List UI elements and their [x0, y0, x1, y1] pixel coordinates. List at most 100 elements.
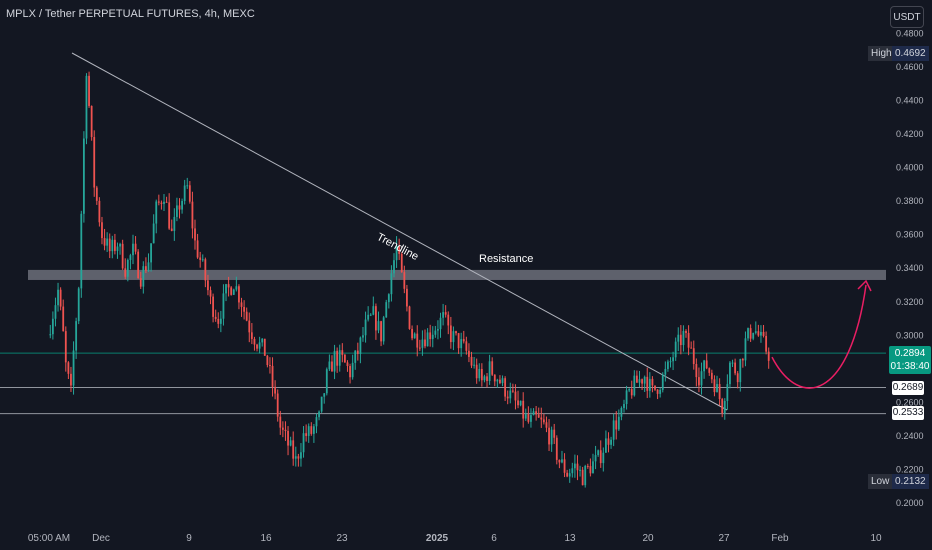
trendline[interactable]	[71, 52, 728, 411]
candle-body	[511, 390, 514, 392]
candle-body	[341, 350, 344, 355]
candle-body	[672, 357, 674, 362]
candle-body	[356, 350, 359, 354]
time-tick-label: Dec	[92, 533, 110, 544]
candle-body	[449, 325, 452, 343]
candle-body	[126, 259, 129, 277]
candle-body	[129, 255, 132, 260]
candle-body	[623, 404, 625, 408]
candle-body	[369, 314, 372, 316]
candle-body	[245, 311, 248, 321]
candle-body	[310, 426, 313, 434]
candle-body	[403, 272, 406, 289]
candle-body	[729, 362, 731, 385]
candle-body	[103, 238, 106, 246]
candle-body	[517, 400, 519, 406]
time-tick-label: 10	[870, 533, 882, 544]
candle-body	[563, 459, 566, 473]
candle-body	[307, 426, 310, 436]
price-tick-label: 0.4000	[896, 163, 924, 173]
candle-body	[284, 429, 287, 431]
candle-body	[542, 419, 545, 423]
candle-body	[217, 318, 220, 324]
candle-body	[49, 334, 52, 336]
resistance-zone	[28, 269, 886, 280]
candle-body	[444, 312, 447, 315]
candle-body	[723, 400, 726, 414]
candle-body	[406, 288, 408, 307]
currency-button[interactable]: USDT	[890, 6, 924, 28]
candle-body	[380, 321, 382, 342]
candle-body	[145, 266, 147, 271]
price-tick-label: 0.4600	[896, 62, 924, 72]
candle-body	[292, 440, 295, 459]
candle-body	[674, 341, 677, 358]
time-tick-label: 2025	[426, 533, 449, 544]
candle-body	[147, 262, 150, 271]
candle-body	[602, 452, 605, 464]
candle-body	[705, 360, 708, 369]
candle-body	[439, 317, 442, 330]
candle-body	[165, 201, 168, 203]
candle-body	[573, 463, 576, 469]
candle-body	[527, 414, 530, 422]
candle-body	[258, 342, 261, 349]
candle-body	[442, 312, 444, 318]
price-tick-label: 0.3200	[896, 297, 924, 307]
candle-body	[90, 105, 93, 138]
low-label: Low	[868, 474, 893, 489]
candle-body	[263, 338, 266, 356]
candle-body	[413, 333, 416, 339]
candle-body	[173, 216, 176, 231]
candle-body	[524, 414, 527, 419]
candle-body	[661, 374, 664, 390]
candle-body	[132, 243, 134, 256]
candle-body	[134, 243, 137, 252]
candle-body	[395, 245, 398, 261]
candle-body	[736, 373, 739, 383]
candle-body	[566, 472, 569, 477]
candle-body	[253, 338, 256, 345]
candle-body	[514, 391, 517, 401]
candle-body	[116, 246, 119, 251]
candle-body	[462, 339, 465, 342]
candle-body	[421, 339, 424, 348]
candle-body	[509, 390, 512, 399]
candle-body	[271, 365, 274, 387]
candle-body	[119, 243, 121, 247]
candle-body	[106, 238, 109, 246]
candle-body	[183, 185, 186, 201]
candle-body	[571, 468, 574, 474]
candle-body	[62, 306, 65, 332]
candle-body	[741, 359, 744, 361]
candle-body	[641, 379, 643, 384]
candle-body	[630, 389, 633, 396]
candle-body	[620, 407, 623, 417]
current-price-badge: 0.2894 01:38:40	[889, 346, 931, 374]
candle-body	[612, 420, 615, 440]
candle-body	[553, 429, 556, 438]
candle-body	[294, 456, 297, 459]
candle-body	[191, 201, 194, 229]
projection-arrow[interactable]	[771, 284, 867, 389]
candle-body	[336, 350, 339, 366]
candle-body	[499, 379, 501, 384]
candle-body	[643, 376, 646, 384]
candle-body	[222, 293, 225, 319]
candle-body	[393, 260, 395, 274]
candle-body	[155, 201, 158, 224]
candle-body	[638, 379, 641, 383]
candle-body	[385, 302, 388, 318]
candle-body	[54, 305, 57, 319]
candle-body	[214, 316, 217, 319]
candle-body	[359, 337, 362, 354]
candle-body	[416, 333, 419, 348]
candle-body	[713, 379, 716, 393]
candle-body	[545, 422, 548, 428]
candle-body	[300, 452, 302, 459]
candle-body	[219, 318, 222, 324]
candle-body	[599, 450, 602, 464]
time-tick-label: Feb	[771, 533, 789, 544]
candle-body	[98, 200, 101, 223]
